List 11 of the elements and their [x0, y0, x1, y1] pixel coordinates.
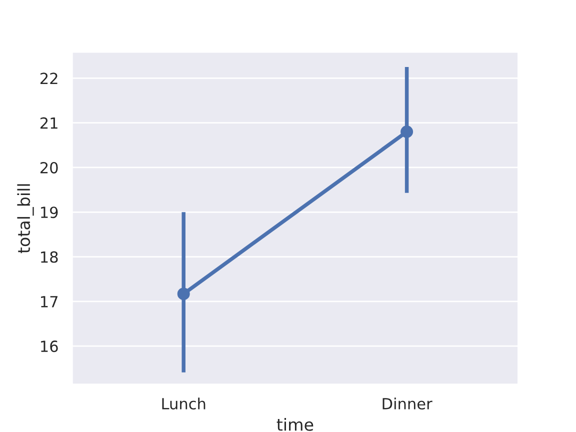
x-tick-label: Lunch [162, 398, 206, 410]
y-axis-title: total_bill [17, 184, 34, 254]
y-tick-label: 22 [40, 72, 58, 84]
y-tick-label: 18 [41, 251, 58, 263]
x-tick-label: Dinner [382, 398, 432, 410]
x-axis-title: time [276, 418, 314, 431]
y-tick-label: 16 [41, 340, 58, 352]
y-tick-label: 19 [41, 206, 58, 218]
y-tick-label: 21 [40, 117, 58, 129]
y-tick-label: 20 [40, 162, 58, 174]
y-tick-label: 17 [41, 296, 58, 308]
